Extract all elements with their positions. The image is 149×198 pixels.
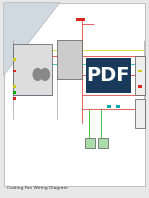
Bar [57, 40, 82, 79]
Bar [135, 99, 145, 129]
Bar [76, 18, 85, 21]
Bar [116, 106, 120, 108]
Text: PDF: PDF [87, 66, 130, 85]
Bar [85, 138, 95, 148]
Bar [107, 106, 111, 108]
Bar [98, 138, 108, 148]
Circle shape [33, 69, 42, 80]
Text: Cooling Fan Wiring Diagram: Cooling Fan Wiring Diagram [7, 187, 67, 190]
Bar [13, 58, 16, 61]
Bar [13, 91, 16, 94]
Bar [13, 97, 16, 100]
Bar [13, 44, 52, 95]
Bar [138, 85, 142, 88]
Bar [135, 56, 145, 95]
Bar [138, 69, 142, 72]
Bar [13, 85, 16, 88]
Bar [13, 69, 16, 72]
Bar [86, 58, 131, 93]
Polygon shape [4, 3, 60, 75]
Circle shape [41, 69, 49, 80]
